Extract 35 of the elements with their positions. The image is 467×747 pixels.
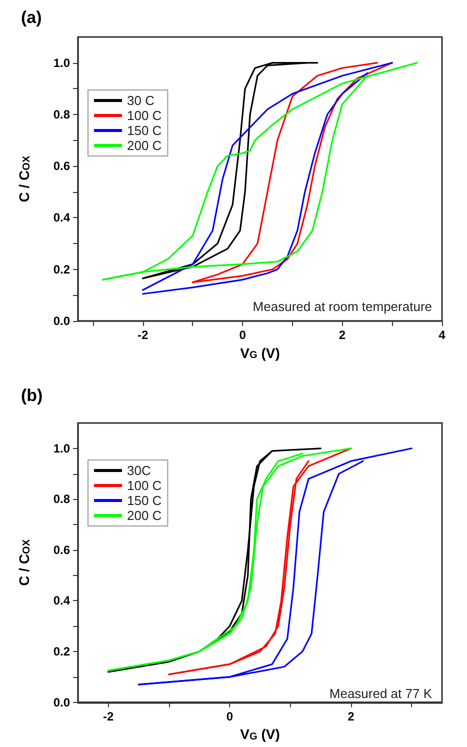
legend-label: 150 C <box>127 493 162 508</box>
y-tick-label: 1.0 <box>53 441 70 456</box>
x-tick-label: 2 <box>348 709 355 724</box>
legend-label: 150 C <box>127 123 162 138</box>
x-axis-title: VG (V) <box>240 344 280 362</box>
x-tick-label: 2 <box>338 328 346 342</box>
y-tick-label: 0.2 <box>53 644 70 659</box>
y-tick-label: 0.4 <box>53 594 70 608</box>
x-tick-label: 0 <box>226 709 234 724</box>
x-tick-label: -2 <box>137 328 148 342</box>
x-axis-title: VG (V) <box>240 726 280 742</box>
annotation: Measured at 77 K <box>329 686 432 701</box>
chart-title: (b) <box>21 386 43 405</box>
y-tick-label: 0.0 <box>53 695 70 710</box>
y-tick-label: 0.4 <box>53 210 70 225</box>
y-axis-title: C / COX <box>16 155 32 202</box>
y-tick-label: 0.6 <box>53 542 70 557</box>
legend-label: 30 C <box>127 93 154 108</box>
x-tick-label: 0 <box>239 328 246 342</box>
legend-label: 30C <box>127 463 151 478</box>
legend-label: 100 C <box>127 108 162 123</box>
legend-label: 100 C <box>127 478 162 493</box>
legend-label: 200 C <box>127 138 162 153</box>
x-tick-label: -2 <box>102 709 114 724</box>
y-tick-label: 0.0 <box>53 314 70 328</box>
y-axis-title: C / COX <box>16 539 32 586</box>
annotation: Measured at room temperature <box>252 299 432 314</box>
x-tick-label: 4 <box>438 328 446 342</box>
y-tick-label: 0.2 <box>53 262 70 276</box>
y-tick-label: 0.8 <box>53 492 70 506</box>
y-tick-label: 1.0 <box>53 56 70 70</box>
y-tick-label: 0.6 <box>53 159 70 174</box>
legend-label: 200 C <box>127 508 162 523</box>
chart-title: (a) <box>21 8 42 27</box>
y-tick-label: 0.8 <box>53 107 70 122</box>
